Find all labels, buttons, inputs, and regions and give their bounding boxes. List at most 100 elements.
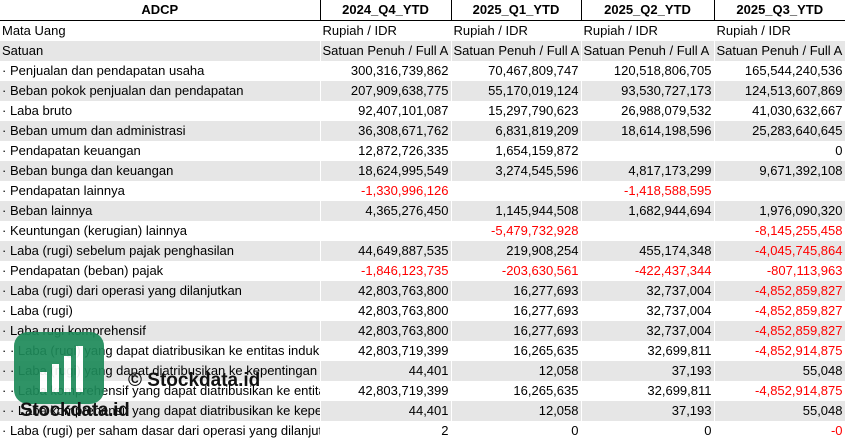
table-cell: Rupiah / IDR	[451, 20, 582, 41]
table-cell: 124,513,607,869	[714, 81, 845, 101]
table-row: · Laba rugi komprehensif 42,803,763,800 16…	[0, 321, 845, 341]
table-cell: 12,872,726,335	[320, 141, 452, 161]
row-label: · Beban bunga dan keuangan	[0, 161, 321, 181]
table-cell: 32,737,004	[581, 281, 715, 301]
row-label: · Pendapatan keuangan	[0, 141, 321, 161]
table-cell: 4,817,173,299	[581, 161, 715, 181]
table-cell: 12,058	[451, 401, 582, 421]
table-row: · Laba (rugi) sebelum pajak penghasilan 4…	[0, 241, 845, 261]
table-row: Satuan Satuan Penuh / Full A Satuan Penuh …	[0, 41, 845, 61]
table-row: · Penjualan dan pendapatan usaha 300,316,…	[0, 61, 845, 81]
table-cell: Rupiah / IDR	[320, 20, 452, 41]
table-cell: 120,518,806,705	[581, 61, 715, 81]
table-cell: 165,544,240,536	[714, 61, 845, 81]
table-cell: 3,274,545,596	[451, 161, 582, 181]
table-cell: 42,803,763,800	[320, 281, 452, 301]
table-cell: 92,407,101,087	[320, 101, 452, 121]
table-cell: -4,852,859,827	[714, 301, 845, 321]
table-cell: 26,988,079,532	[581, 101, 715, 121]
table-cell: 1,976,090,320	[714, 201, 845, 221]
period-header: 2025_Q1_YTD	[451, 0, 582, 21]
table-cell: 36,308,671,762	[320, 121, 452, 141]
table-cell: 44,649,887,535	[320, 241, 452, 261]
row-label: · Laba (rugi) per saham dasar dari opera…	[0, 421, 321, 441]
table-cell: Satuan Penuh / Full A	[581, 41, 715, 61]
table-cell: -1,418,588,595	[581, 181, 715, 201]
table-cell: 32,699,811	[581, 341, 715, 361]
table-cell: 44,401	[320, 401, 452, 421]
table-cell: -4,852,914,875	[714, 381, 845, 401]
table-row: · · Laba komprehensif yang dapat diatrib…	[0, 381, 845, 401]
table-cell: 37,193	[581, 361, 715, 381]
table-cell: 0	[581, 421, 715, 441]
table-cell: -8,145,255,458	[714, 221, 845, 241]
table-cell: 32,737,004	[581, 301, 715, 321]
period-header: 2025_Q3_YTD	[714, 0, 845, 21]
table-cell: Rupiah / IDR	[714, 20, 845, 41]
table-cell: 300,316,739,862	[320, 61, 452, 81]
table-cell: 70,467,809,747	[451, 61, 582, 81]
table-cell: 6,831,819,209	[451, 121, 582, 141]
table-cell: Satuan Penuh / Full A	[320, 41, 452, 61]
table-cell: 16,277,693	[451, 281, 582, 301]
table-cell: 16,277,693	[451, 301, 582, 321]
table-cell: 32,699,811	[581, 381, 715, 401]
table-cell: Rupiah / IDR	[581, 20, 715, 41]
row-label: · Laba bruto	[0, 101, 321, 121]
table-cell: 1,145,944,508	[451, 201, 582, 221]
row-label: · Beban lainnya	[0, 201, 321, 221]
row-label: · Beban pokok penjualan dan pendapatan	[0, 81, 321, 101]
table-cell: 16,265,635	[451, 341, 582, 361]
table-cell	[581, 221, 715, 241]
table-cell: 2	[320, 421, 452, 441]
table-cell: 93,530,727,173	[581, 81, 715, 101]
row-label: · Laba (rugi) sebelum pajak penghasilan	[0, 241, 321, 261]
table-cell: -4,852,914,875	[714, 341, 845, 361]
table-cell: 55,170,019,124	[451, 81, 582, 101]
table-cell: Satuan Penuh / Full A	[714, 41, 845, 61]
table-cell: 16,265,635	[451, 381, 582, 401]
table-row: · Pendapatan lainnya -1,330,996,126 -1,418…	[0, 181, 845, 201]
table-cell: 15,297,790,623	[451, 101, 582, 121]
watermark-text: © Stockdata.id	[128, 370, 261, 391]
table-cell: -4,045,745,864	[714, 241, 845, 261]
table-cell: 44,401	[320, 361, 452, 381]
table-row: · Keuntungan (kerugian) lainnya -5,479,73…	[0, 221, 845, 241]
table-row: · Pendapatan (beban) pajak -1,846,123,735…	[0, 261, 845, 281]
table-row: · Beban umum dan administrasi 36,308,671,…	[0, 121, 845, 141]
table-cell: 55,048	[714, 401, 845, 421]
table-cell: -1,330,996,126	[320, 181, 452, 201]
row-label: · Laba (rugi)	[0, 301, 321, 321]
row-label: · Laba (rugi) dari operasi yang dilanjut…	[0, 281, 321, 301]
stockdata-logo-icon	[14, 332, 104, 404]
table-cell: -0	[714, 421, 845, 441]
table-cell: 4,365,276,450	[320, 201, 452, 221]
table-cell: 25,283,640,645	[714, 121, 845, 141]
table-cell: -4,852,859,827	[714, 321, 845, 341]
table-row: · Beban bunga dan keuangan 18,624,995,549…	[0, 161, 845, 181]
table-cell: -203,630,561	[451, 261, 582, 281]
table-row: · Laba (rugi) dari operasi yang dilanjut…	[0, 281, 845, 301]
table-cell	[320, 221, 452, 241]
table-cell: 455,174,348	[581, 241, 715, 261]
period-header: 2024_Q4_YTD	[320, 0, 452, 21]
table-cell: 12,058	[451, 361, 582, 381]
table-cell: -422,437,344	[581, 261, 715, 281]
table-cell: 207,909,638,775	[320, 81, 452, 101]
table-cell: 42,803,719,399	[320, 341, 452, 361]
table-cell: -807,113,963	[714, 261, 845, 281]
table-cell	[581, 141, 715, 161]
table-row: · Laba (rugi) per saham dasar dari opera…	[0, 421, 845, 441]
table-cell: 0	[714, 141, 845, 161]
table-row: Mata Uang Rupiah / IDR Rupiah / IDR Rupiah …	[0, 20, 845, 41]
row-label: Satuan	[0, 41, 321, 61]
table-cell: -4,852,859,827	[714, 281, 845, 301]
row-label: · Penjualan dan pendapatan usaha	[0, 61, 321, 81]
row-label: · Keuntungan (kerugian) lainnya	[0, 221, 321, 241]
table-cell: 1,654,159,872	[451, 141, 582, 161]
table-row: · Beban lainnya 4,365,276,450 1,145,944,50…	[0, 201, 845, 221]
table-cell: 32,737,004	[581, 321, 715, 341]
row-label: · Beban umum dan administrasi	[0, 121, 321, 141]
table-cell: 42,803,763,800	[320, 301, 452, 321]
table-cell: 42,803,719,399	[320, 381, 452, 401]
